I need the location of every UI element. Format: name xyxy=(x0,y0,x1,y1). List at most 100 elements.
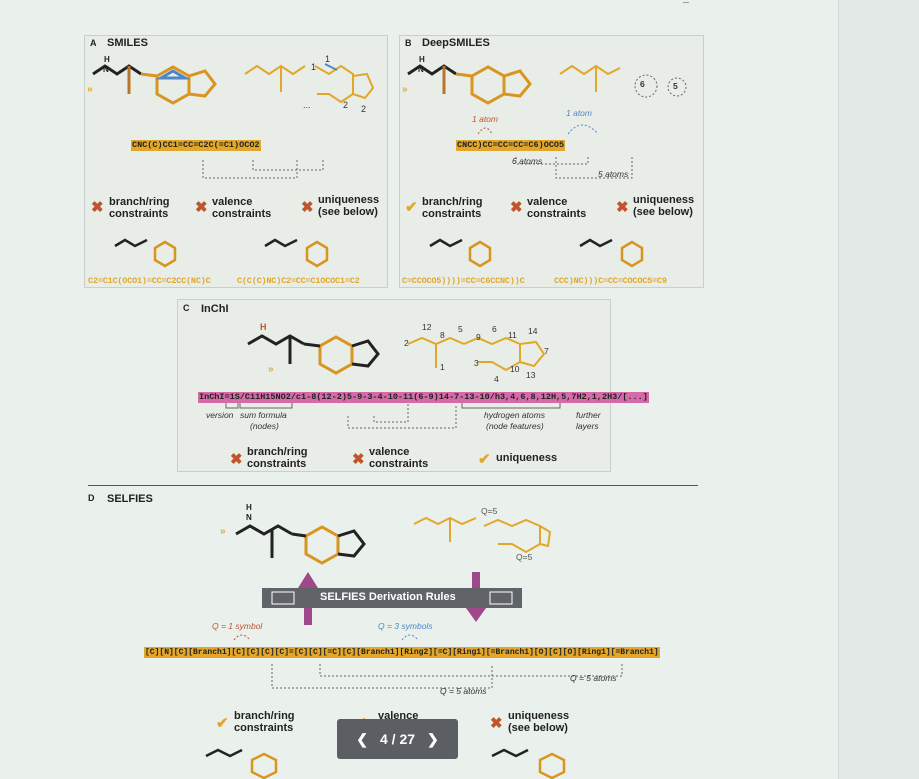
page-navigation: ❮ 4 / 27 ❯ xyxy=(337,719,458,759)
svg-text:H: H xyxy=(104,55,110,64)
section-divider xyxy=(88,485,698,486)
svg-text:»: » xyxy=(220,526,226,537)
annotation-6-atoms: 6 atoms xyxy=(512,156,543,166)
panel-inchi: C InChI H » 12 8 5 9 6 11 14 2 7 1 3 10 13 4 InChI=1S… xyxy=(177,299,649,472)
document-viewer[interactable]: A SMILES H N » 1 1 xyxy=(0,0,838,779)
panel-smiles: A SMILES H N » 1 1 xyxy=(84,35,388,288)
constraint-uniqueness: uniqueness (see below) xyxy=(318,194,380,218)
page-indicator: 4 / 27 xyxy=(379,731,416,747)
node-number: 10 xyxy=(510,364,520,374)
inchi-molecule-figure: H » xyxy=(247,322,546,375)
alt-molecules xyxy=(114,238,329,268)
annotation-5-atoms: 5 atoms xyxy=(598,169,629,179)
deepsmiles-string: CNCC)CC=CC=CC=C6)OCO5 xyxy=(456,140,566,151)
label-nodes: (nodes) xyxy=(250,421,279,431)
svg-text:N: N xyxy=(246,513,252,522)
annotation-1-atom-blue: 1 atom xyxy=(566,108,592,118)
side-panel xyxy=(838,0,919,779)
panel-letter: D xyxy=(88,493,95,503)
label-node-features: (node features) xyxy=(486,421,544,431)
inchi-string: InChI=1S/C11H15NO2/c1-8(12-2)5-9-3-4-10-… xyxy=(198,392,649,403)
svg-text:N: N xyxy=(103,65,109,74)
page-mark xyxy=(683,0,689,3)
cross-icon: ✖ xyxy=(195,199,208,216)
selfies-rules-banner: SELFIES Derivation Rules xyxy=(320,591,456,603)
svg-text:»: » xyxy=(268,364,274,375)
panel-title: InChI xyxy=(201,303,229,315)
constraint-uniqueness: uniqueness xyxy=(496,452,558,464)
svg-text:1: 1 xyxy=(311,62,316,72)
label-q1-symbol: Q = 1 symbol xyxy=(212,621,263,631)
constraint-branch: branch/ring constraints xyxy=(109,196,170,220)
smiles-molecule-figure: H N » 1 1 2 2 ... xyxy=(87,54,375,179)
node-number: 4 xyxy=(494,374,499,384)
panel-letter: A xyxy=(90,38,97,48)
svg-text:2: 2 xyxy=(343,100,348,110)
constraint-uniqueness: uniqueness (see below) xyxy=(633,194,695,218)
check-icon: ✔ xyxy=(216,715,229,732)
svg-text:N: N xyxy=(418,65,424,74)
svg-text:...: ... xyxy=(303,100,311,110)
node-number: 2 xyxy=(404,338,409,348)
label-further: further xyxy=(576,410,601,420)
constraint-branch: branch/ring constraints xyxy=(234,710,295,734)
panel-letter: C xyxy=(183,303,190,313)
cross-icon: ✖ xyxy=(91,199,104,216)
label-q5-a: Q=5 xyxy=(481,506,498,516)
selfies-string: [C][N][C][Branch1][C][C][C][C]=[C][C][=C… xyxy=(144,647,660,658)
svg-text:H: H xyxy=(246,503,252,512)
svg-text:»: » xyxy=(87,84,93,95)
node-number: 1 xyxy=(440,362,445,372)
chevron-left-icon[interactable]: ❮ xyxy=(356,730,368,747)
deepsmiles-molecule-figure: H N » xyxy=(402,55,687,179)
panel-letter: B xyxy=(405,38,412,48)
node-number: 14 xyxy=(528,326,538,336)
label-q3-symbols: Q = 3 symbols xyxy=(378,621,433,631)
ring-label-6: 6 xyxy=(640,79,645,89)
node-number: 11 xyxy=(508,330,517,340)
deepsmiles-alt-1: C=CCOCO5))))=CC=C6CCNC))C xyxy=(402,276,525,286)
svg-text:H: H xyxy=(260,322,267,332)
node-number: 8 xyxy=(440,330,445,340)
ring-label-5: 5 xyxy=(673,81,678,91)
svg-text:2: 2 xyxy=(361,104,366,114)
alt-molecules xyxy=(205,748,566,779)
svg-text:H: H xyxy=(419,55,425,64)
selfies-figure: H N » xyxy=(220,503,623,689)
constraint-branch: branch/ring constraints xyxy=(247,446,308,470)
check-icon: ✔ xyxy=(478,451,491,468)
node-number: 6 xyxy=(492,324,497,334)
panel-title: DeepSMILES xyxy=(422,37,490,49)
annotation-1-atom: 1 atom xyxy=(472,114,498,124)
label-hydrogen-atoms: hydrogen atoms xyxy=(484,410,545,420)
constraint-uniqueness: uniqueness (see below) xyxy=(508,710,570,734)
label-q5-atoms-right: Q = 5 atoms xyxy=(570,673,617,683)
node-number: 7 xyxy=(544,346,549,356)
panel-deepsmiles: B DeepSMILES H N » xyxy=(399,35,704,288)
panel-title: SELFIES xyxy=(107,493,153,505)
label-sum-formula: sum formula xyxy=(240,410,287,420)
label-q5-b: Q=5 xyxy=(516,552,533,562)
constraint-branch: branch/ring constraints xyxy=(422,196,483,220)
inchi-brackets xyxy=(225,403,561,429)
alt-molecules xyxy=(429,238,644,268)
smiles-alt-2: C(C(C)NC)C2=CC=C1OCOC1=C2 xyxy=(237,276,360,286)
label-version: version xyxy=(206,410,234,420)
cross-icon: ✖ xyxy=(616,199,629,216)
chevron-right-icon[interactable]: ❯ xyxy=(427,730,439,747)
node-number: 3 xyxy=(474,358,479,368)
node-number: 12 xyxy=(422,322,432,332)
cross-icon: ✖ xyxy=(230,451,243,468)
node-number: 9 xyxy=(476,332,481,342)
smiles-string: CNC(C)CC1=CC=C2C(=C1)OCO2 xyxy=(131,140,261,151)
label-q5-atoms: Q = 5 atoms xyxy=(440,686,487,696)
cross-icon: ✖ xyxy=(490,715,503,732)
smiles-alt-1: C2=C1C(OCO1)=CC=C2CC(NC)C xyxy=(88,276,211,286)
cross-icon: ✖ xyxy=(352,451,365,468)
label-layers: layers xyxy=(576,421,599,431)
panel-title: SMILES xyxy=(107,37,148,49)
svg-text:1: 1 xyxy=(325,54,330,64)
deepsmiles-alt-2: CCC)NC)))C=CC=COCOC5=C9 xyxy=(554,276,667,286)
